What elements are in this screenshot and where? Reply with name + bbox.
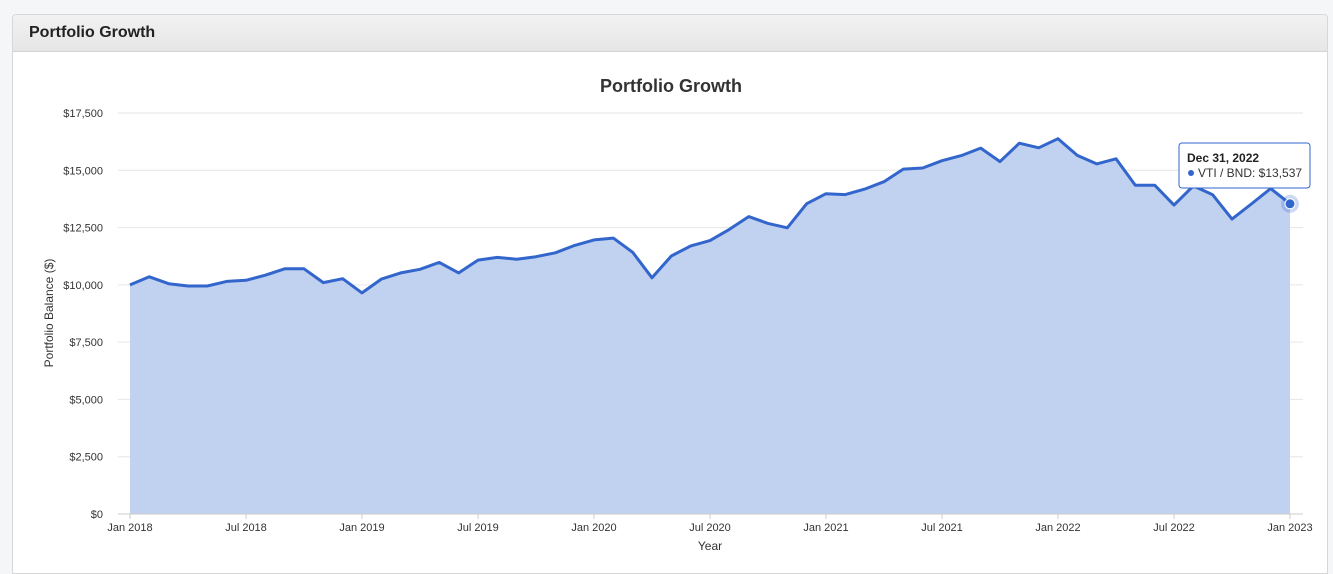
x-tick-label: Jul 2021 xyxy=(921,522,963,534)
tooltip-value: VTI / BND: $13,537 xyxy=(1198,166,1302,180)
tooltip-series-dot xyxy=(1188,170,1194,176)
x-tick-label: Jan 2019 xyxy=(339,522,384,534)
y-tick-label: $17,500 xyxy=(63,108,103,120)
y-tick-label: $0 xyxy=(91,509,103,521)
y-tick-label: $2,500 xyxy=(69,452,103,464)
y-tick-label: $15,000 xyxy=(63,165,103,177)
tooltip: Dec 31, 2022 VTI / BND: $13,537 xyxy=(1178,142,1311,189)
x-tick-label: Jan 2018 xyxy=(107,522,152,534)
x-tick-label: Jan 2022 xyxy=(1035,522,1080,534)
tooltip-box xyxy=(1178,142,1311,189)
y-tick-label: $10,000 xyxy=(63,280,103,292)
x-axis-title: Year xyxy=(698,539,722,552)
tooltip-date: Dec 31, 2022 xyxy=(1187,151,1259,165)
x-tick-label: Jul 2022 xyxy=(1153,522,1195,534)
portfolio-growth-chart: Portfolio Growth $0 $2,500 $5,000 $7,500 $10… xyxy=(42,76,1313,552)
panel-title: Portfolio Growth xyxy=(13,15,1327,52)
chart-title: Portfolio Growth xyxy=(600,76,742,96)
y-tick-label: $5,000 xyxy=(69,394,103,406)
x-tick-label: Jul 2018 xyxy=(225,522,267,534)
x-tick-label: Jul 2020 xyxy=(689,522,731,534)
series-line xyxy=(129,137,1291,295)
y-tick-label: $12,500 xyxy=(63,223,103,235)
x-tick-label: Jul 2019 xyxy=(457,522,499,534)
y-axis-title: Portfolio Balance ($) xyxy=(42,259,56,368)
series-area xyxy=(130,138,1290,514)
x-tick-label: Jan 2020 xyxy=(571,522,616,534)
y-tick-label: $7,500 xyxy=(69,337,103,349)
hover-point[interactable] xyxy=(1284,198,1296,210)
x-tick-label: Jan 2021 xyxy=(803,522,848,534)
x-tick-label: Jan 2023 xyxy=(1267,522,1312,534)
